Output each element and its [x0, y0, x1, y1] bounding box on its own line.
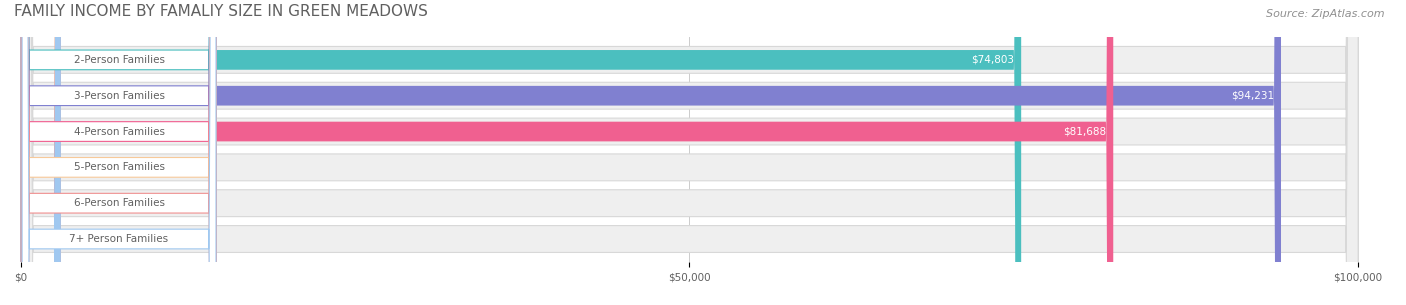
- Text: $74,803: $74,803: [972, 55, 1015, 65]
- Text: $81,688: $81,688: [1063, 127, 1107, 137]
- FancyBboxPatch shape: [21, 0, 1358, 305]
- Text: $0: $0: [72, 162, 84, 172]
- Text: Source: ZipAtlas.com: Source: ZipAtlas.com: [1267, 9, 1385, 19]
- FancyBboxPatch shape: [22, 0, 217, 305]
- FancyBboxPatch shape: [21, 0, 1358, 305]
- FancyBboxPatch shape: [21, 0, 60, 305]
- FancyBboxPatch shape: [21, 0, 1358, 305]
- FancyBboxPatch shape: [22, 0, 217, 305]
- FancyBboxPatch shape: [21, 0, 1358, 305]
- FancyBboxPatch shape: [21, 0, 1281, 305]
- FancyBboxPatch shape: [21, 0, 1021, 305]
- FancyBboxPatch shape: [21, 0, 60, 305]
- Text: 2-Person Families: 2-Person Families: [73, 55, 165, 65]
- FancyBboxPatch shape: [22, 0, 217, 305]
- FancyBboxPatch shape: [21, 0, 60, 305]
- Text: 5-Person Families: 5-Person Families: [73, 162, 165, 172]
- Text: $94,231: $94,231: [1232, 91, 1274, 101]
- FancyBboxPatch shape: [21, 0, 1114, 305]
- Text: 7+ Person Families: 7+ Person Families: [69, 234, 169, 244]
- FancyBboxPatch shape: [21, 0, 1358, 305]
- Text: 3-Person Families: 3-Person Families: [73, 91, 165, 101]
- Text: 4-Person Families: 4-Person Families: [73, 127, 165, 137]
- FancyBboxPatch shape: [22, 0, 217, 305]
- FancyBboxPatch shape: [22, 0, 217, 305]
- FancyBboxPatch shape: [22, 0, 217, 305]
- Text: FAMILY INCOME BY FAMALIY SIZE IN GREEN MEADOWS: FAMILY INCOME BY FAMALIY SIZE IN GREEN M…: [14, 4, 427, 19]
- Text: $0: $0: [72, 198, 84, 208]
- Text: $0: $0: [72, 234, 84, 244]
- Text: 6-Person Families: 6-Person Families: [73, 198, 165, 208]
- FancyBboxPatch shape: [21, 0, 1358, 305]
